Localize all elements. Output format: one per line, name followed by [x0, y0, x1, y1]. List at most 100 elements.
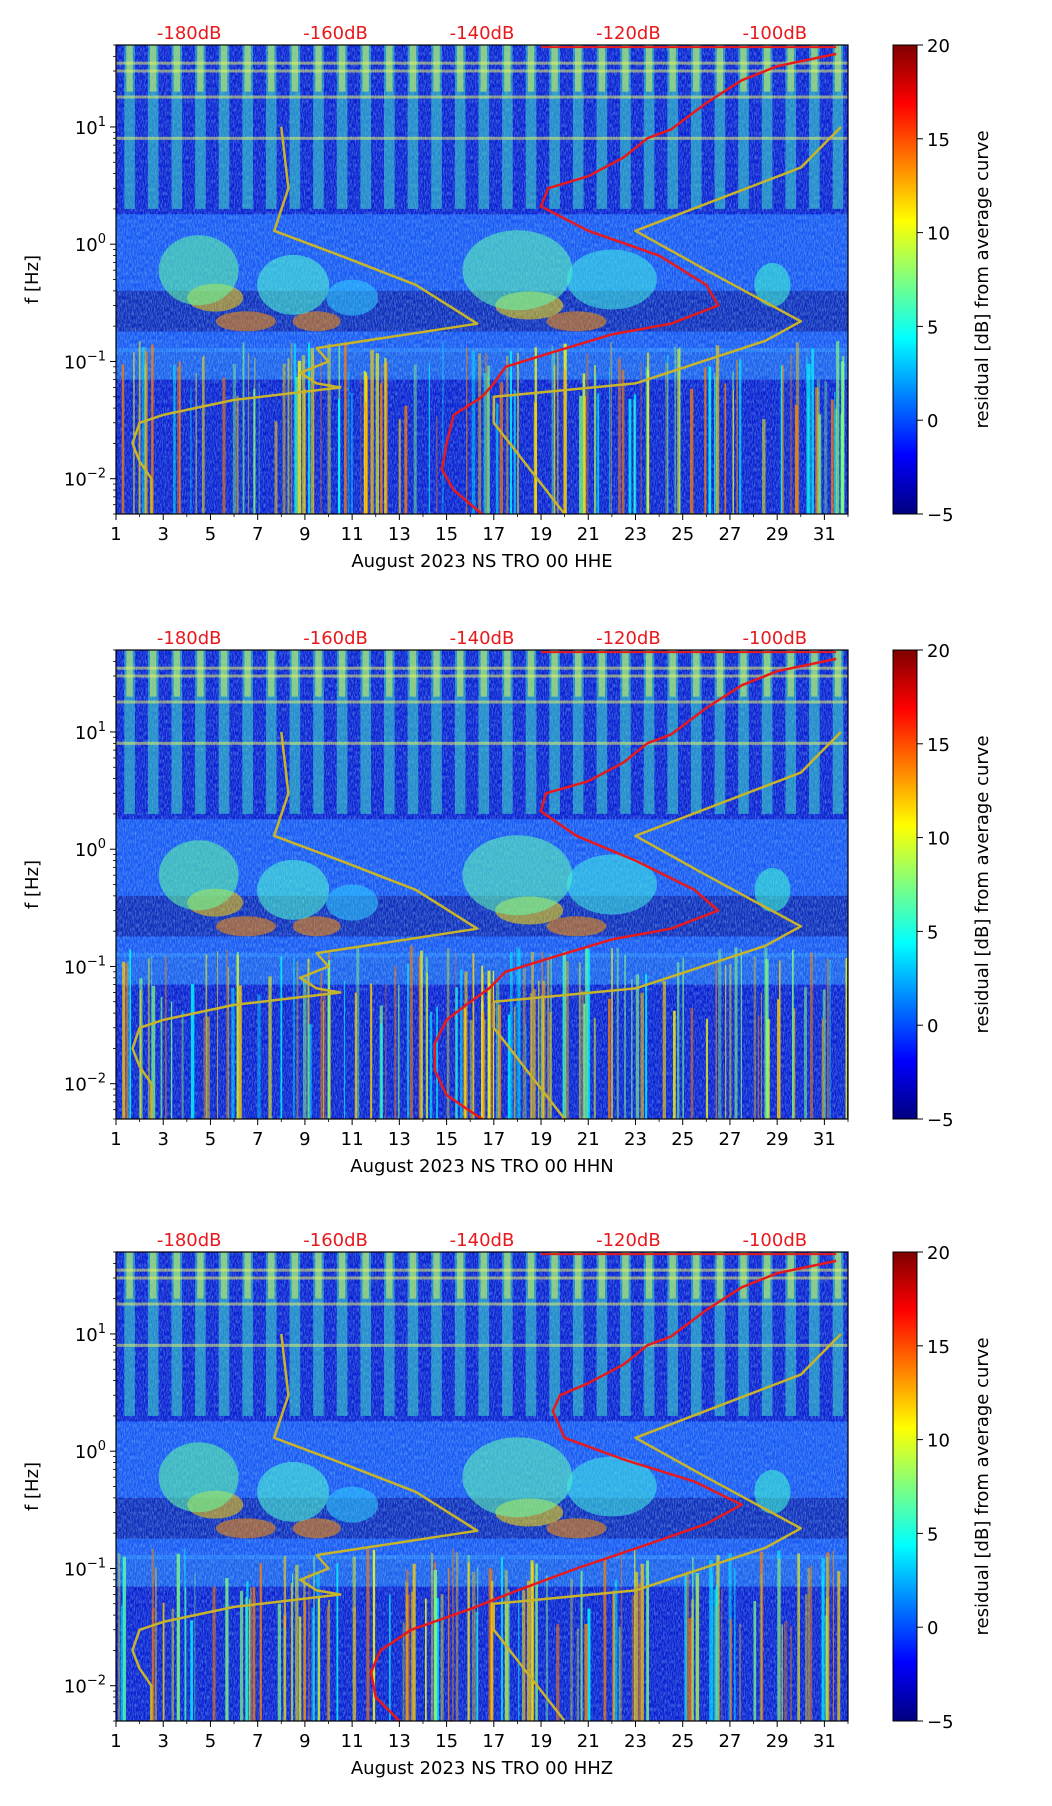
transient-streak — [322, 990, 327, 1119]
transient-streak — [151, 955, 153, 1119]
transient-streak — [790, 1625, 792, 1721]
transient-streak — [618, 1626, 621, 1721]
day-stripe-hot — [220, 1252, 228, 1299]
transient-streak — [792, 949, 794, 1119]
day-stripe — [502, 45, 513, 209]
transient-streak — [394, 966, 397, 1119]
transient-streak — [418, 956, 421, 1119]
y-axis-label: f [Hz] — [22, 1462, 43, 1511]
transient-streak — [829, 959, 831, 1119]
transient-streak — [471, 1571, 476, 1721]
day-stripe — [738, 650, 749, 814]
x-tick-label: 3 — [157, 524, 168, 545]
transient-streak — [249, 1598, 251, 1721]
transient-streak — [734, 947, 738, 1119]
transient-streak — [797, 1553, 800, 1721]
spectral-line — [116, 1268, 848, 1272]
transient-streak — [282, 363, 286, 514]
spectral-line — [116, 1343, 848, 1347]
storm-blob — [158, 840, 239, 911]
colorbar-tick-label: −5 — [927, 1110, 954, 1131]
y-tick-label: 10−2 — [64, 1072, 106, 1096]
transient-streak — [181, 1015, 183, 1119]
top-db-label: -180dB — [157, 1230, 222, 1251]
transient-streak — [429, 1011, 433, 1119]
x-tick-label: 5 — [205, 524, 216, 545]
x-tick-label: 19 — [530, 1129, 553, 1150]
day-stripe-hot — [456, 45, 464, 92]
y-tick-label: 101 — [75, 720, 106, 744]
storm-blob — [754, 867, 791, 912]
transient-streak — [125, 963, 129, 1119]
day-stripe-hot — [787, 45, 794, 92]
day-stripe — [549, 650, 560, 814]
transient-streak — [147, 958, 150, 1119]
day-stripe-hot — [811, 650, 818, 697]
storm-blob — [566, 249, 657, 310]
day-stripe — [124, 650, 135, 814]
transient-streak — [492, 970, 495, 1119]
transient-streak — [144, 347, 146, 514]
day-stripe-hot — [197, 1252, 204, 1299]
transient-streak — [485, 353, 488, 514]
day-stripe — [714, 650, 726, 814]
day-stripe — [502, 1252, 513, 1416]
storm-blob — [566, 854, 657, 915]
storm-blob — [754, 1469, 791, 1514]
transient-streak — [807, 1567, 811, 1721]
top-db-label: -180dB — [157, 23, 222, 44]
transient-streak — [290, 342, 293, 514]
day-stripe-hot — [645, 650, 653, 697]
day-stripe-hot — [716, 1252, 724, 1299]
day-stripe-hot — [433, 1252, 440, 1299]
transient-streak — [578, 962, 581, 1119]
transient-streak — [239, 1590, 244, 1721]
day-stripe — [407, 45, 419, 209]
transient-streak — [603, 1557, 607, 1721]
transient-streak — [268, 976, 272, 1119]
transient-streak — [507, 1589, 510, 1721]
transient-streak — [816, 379, 820, 514]
transient-streak — [320, 358, 322, 514]
colorbar-tick-label: 15 — [927, 735, 950, 756]
transient-streak — [293, 343, 297, 514]
transient-streak — [354, 992, 357, 1119]
transient-streak — [436, 1006, 438, 1119]
transient-streak — [170, 1001, 173, 1119]
transient-streak — [337, 398, 341, 514]
x-axis-label: August 2023 NS TRO 00 HHN — [350, 1156, 613, 1177]
transient-streak — [283, 1627, 285, 1721]
day-stripe-hot — [575, 650, 582, 697]
day-stripe — [360, 45, 372, 209]
transient-streak — [326, 1606, 329, 1721]
storm-blob — [546, 311, 607, 332]
transient-streak — [824, 381, 828, 514]
day-stripe-hot — [362, 1252, 369, 1299]
transient-streak — [845, 958, 848, 1119]
day-stripe — [572, 650, 584, 814]
transient-streak — [120, 1606, 123, 1721]
transient-streak — [190, 1620, 193, 1721]
transient-streak — [541, 951, 543, 1119]
transient-streak — [593, 1017, 596, 1119]
transient-streak — [375, 353, 379, 514]
transient-streak — [777, 1550, 781, 1721]
day-stripe — [643, 650, 655, 814]
transient-streak — [810, 952, 813, 1119]
day-stripe-hot — [150, 45, 157, 92]
transient-streak — [274, 421, 278, 514]
day-stripe — [218, 45, 230, 209]
transient-streak — [781, 1624, 783, 1721]
transient-streak — [452, 1548, 454, 1721]
transient-streak — [121, 364, 125, 514]
day-stripe-hot — [645, 1252, 653, 1299]
top-db-label: -180dB — [157, 628, 222, 649]
day-stripe-hot — [527, 45, 535, 92]
storm-blob — [546, 916, 607, 937]
transient-streak — [713, 1589, 717, 1721]
transient-streak — [487, 970, 491, 1119]
transient-streak — [203, 355, 205, 514]
day-stripe-hot — [173, 45, 180, 92]
day-stripe — [502, 650, 513, 814]
